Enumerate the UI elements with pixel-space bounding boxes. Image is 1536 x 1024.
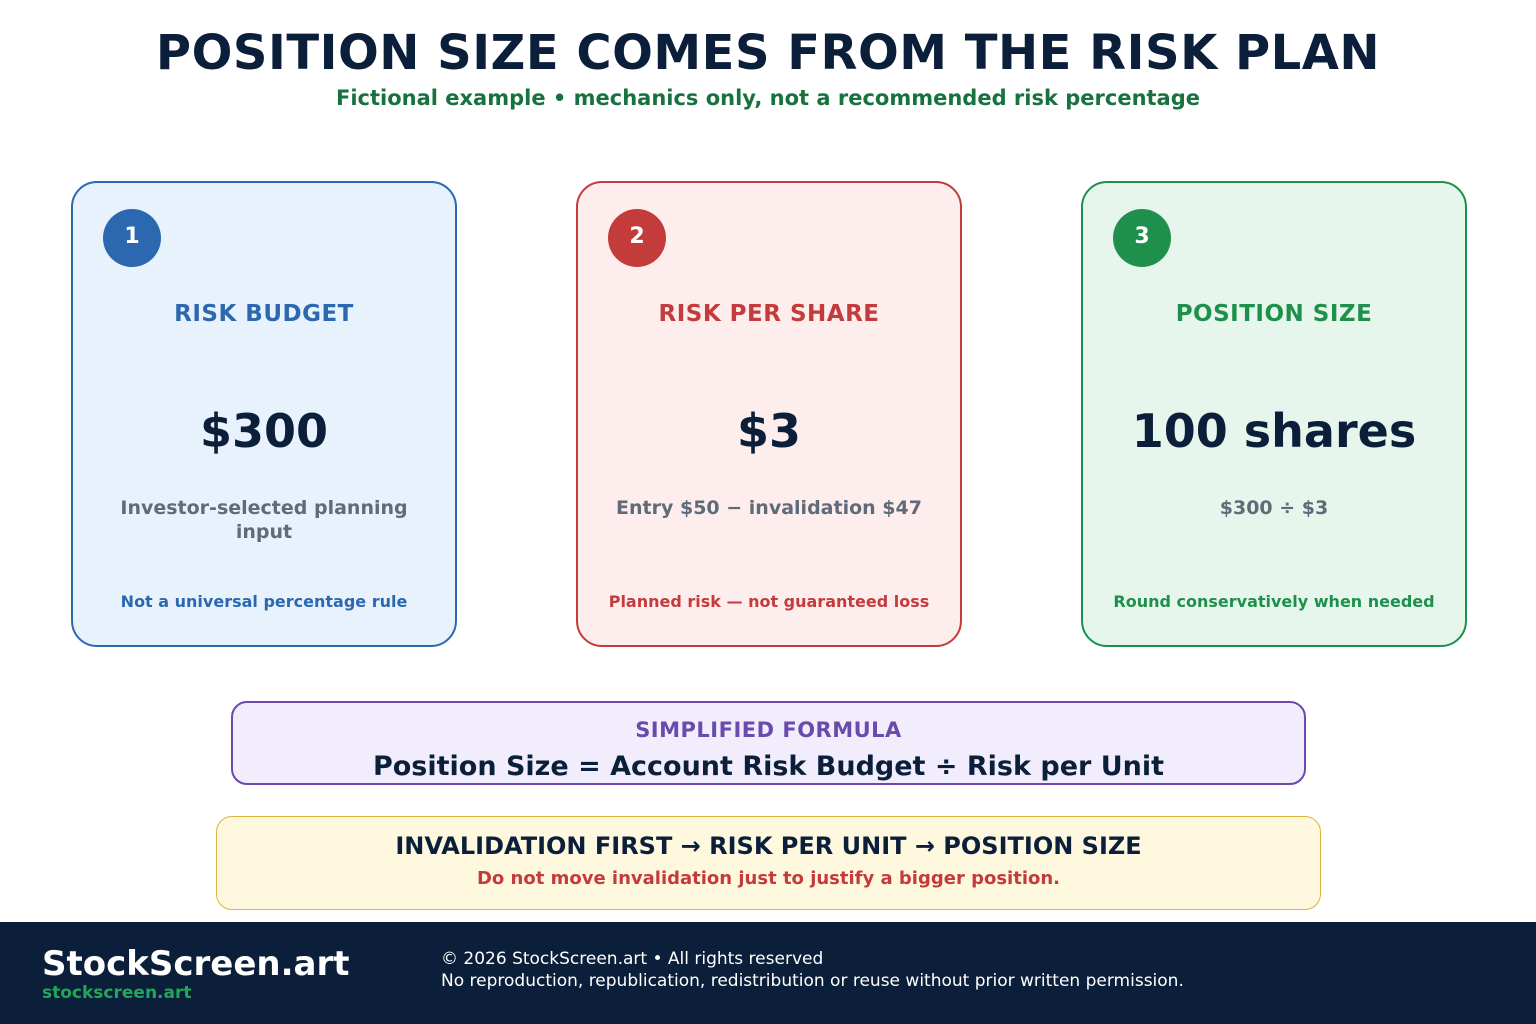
rights-notice: No reproduction, republication, redistri…: [441, 971, 1184, 991]
step-value: $300: [199, 404, 329, 458]
step-number-badge: 3: [1113, 209, 1171, 267]
step-description: Investor-selected planning input: [120, 497, 408, 543]
page-title: POSITION SIZE COMES FROM THE RISK PLAN: [155, 25, 1381, 81]
step-card-position-size: 3 POSITION SIZE 100 shares $300 ÷ $3 Rou…: [1081, 181, 1467, 647]
copyright-text: © 2026 StockScreen.art • All rights rese…: [441, 949, 824, 969]
step-heading: POSITION SIZE: [1175, 301, 1373, 327]
step-heading: RISK PER SHARE: [658, 301, 880, 327]
sequence-box: INVALIDATION FIRST → RISK PER UNIT → POS…: [216, 816, 1321, 910]
formula-text: Position Size = Account Risk Budget ÷ Ri…: [372, 751, 1165, 782]
step-number-badge: 1: [103, 209, 161, 267]
step-heading: RISK BUDGET: [174, 301, 354, 327]
footer: StockScreen.art stockscreen.art © 2026 S…: [0, 922, 1536, 1024]
step-note: Not a universal percentage rule: [120, 592, 408, 611]
step-value: 100 shares: [1131, 404, 1417, 458]
sequence-warning: Do not move invalidation just to justify…: [476, 868, 1061, 889]
step-value: $3: [736, 404, 801, 458]
formula-label: SIMPLIFIED FORMULA: [635, 718, 902, 742]
page-subtitle: Fictional example • mechanics only, not …: [335, 86, 1200, 110]
step-card-risk-budget: 1 RISK BUDGET $300 Investor-selected pla…: [71, 181, 457, 647]
brand-logo-text: StockScreen.art: [42, 944, 350, 984]
formula-box: SIMPLIFIED FORMULA Position Size = Accou…: [231, 701, 1306, 785]
sequence-text: INVALIDATION FIRST → RISK PER UNIT → POS…: [395, 832, 1142, 860]
step-note: Round conservatively when needed: [1113, 592, 1435, 611]
step-description: Entry $50 − invalidation $47: [616, 497, 922, 519]
step-description: $300 ÷ $3: [1219, 497, 1329, 519]
step-card-risk-per-share: 2 RISK PER SHARE $3 Entry $50 − invalida…: [576, 181, 962, 647]
step-number-badge: 2: [608, 209, 666, 267]
brand-url: stockscreen.art: [42, 983, 192, 1003]
step-note: Planned risk — not guaranteed loss: [608, 592, 930, 611]
